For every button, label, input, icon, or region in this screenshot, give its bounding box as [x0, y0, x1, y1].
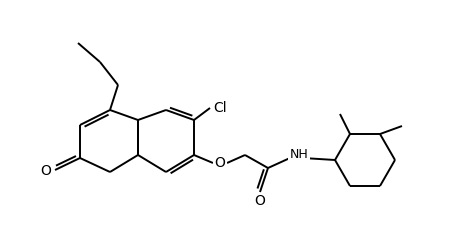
- Text: O: O: [41, 164, 52, 178]
- Text: NH: NH: [290, 148, 308, 160]
- Text: O: O: [214, 156, 225, 170]
- Text: O: O: [254, 194, 266, 208]
- Text: Cl: Cl: [213, 101, 227, 115]
